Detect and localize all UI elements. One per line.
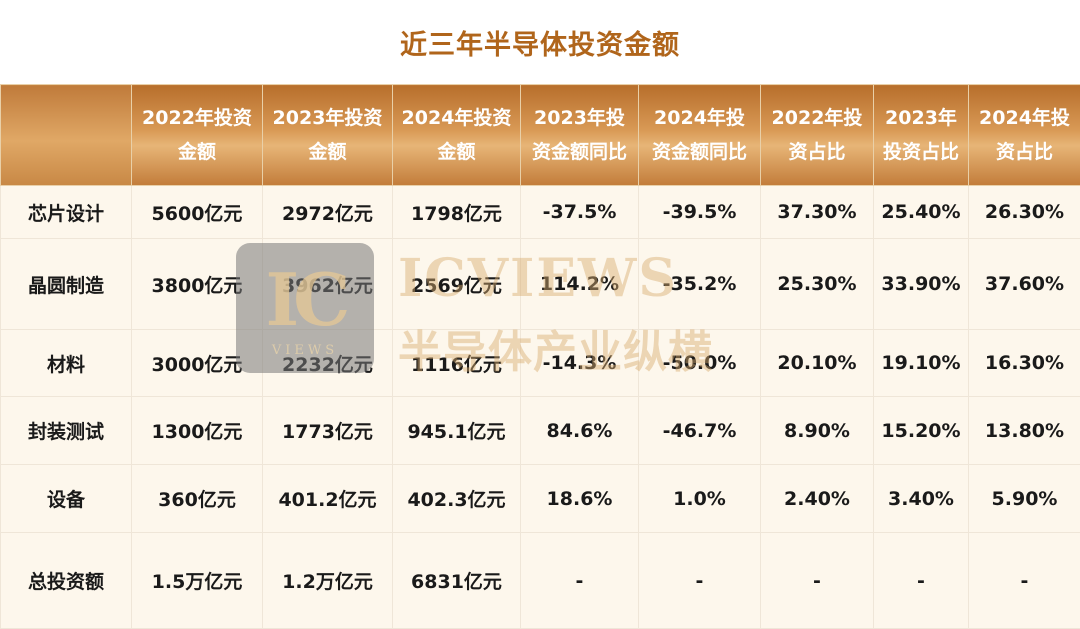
table-cell: 3962亿元 xyxy=(263,239,393,330)
table-cell: 20.10% xyxy=(761,330,874,397)
column-header-line: 2024年投资 xyxy=(402,107,512,129)
table-cell: 1798亿元 xyxy=(393,186,521,239)
table-cell: -37.5% xyxy=(521,186,639,239)
column-header-line: 金额 xyxy=(437,141,475,163)
column-header-line: 金额 xyxy=(308,141,346,163)
row-label: 设备 xyxy=(1,465,132,533)
table-cell: 6831亿元 xyxy=(393,533,521,629)
table-cell: 5600亿元 xyxy=(132,186,263,239)
column-header-line: 2023年 xyxy=(885,107,957,129)
header-corner xyxy=(1,85,132,186)
column-header: 2024年投资金额同比 xyxy=(639,85,761,186)
table-cell: 114.2% xyxy=(521,239,639,330)
table-cell: 1773亿元 xyxy=(263,397,393,465)
table-cell: 945.1亿元 xyxy=(393,397,521,465)
table-cell: 1.5万亿元 xyxy=(132,533,263,629)
column-header: 2022年投资占比 xyxy=(761,85,874,186)
column-header-line: 资金额同比 xyxy=(532,141,627,163)
table-cell: - xyxy=(521,533,639,629)
column-header-line: 资占比 xyxy=(996,141,1053,163)
table-cell: 2232亿元 xyxy=(263,330,393,397)
table-cell: -35.2% xyxy=(639,239,761,330)
column-header: 2023年投资金额同比 xyxy=(521,85,639,186)
table-cell: 1.2万亿元 xyxy=(263,533,393,629)
table-cell: - xyxy=(639,533,761,629)
column-header-line: 2022年投 xyxy=(772,107,863,129)
table-cell: 2569亿元 xyxy=(393,239,521,330)
table-cell: 2.40% xyxy=(761,465,874,533)
table-cell: - xyxy=(874,533,969,629)
column-header-line: 2023年投资 xyxy=(273,107,383,129)
table-cell: -50.0% xyxy=(639,330,761,397)
table-cell: 19.10% xyxy=(874,330,969,397)
table-cell: 2972亿元 xyxy=(263,186,393,239)
table-cell: 25.30% xyxy=(761,239,874,330)
table-cell: - xyxy=(761,533,874,629)
column-header-line: 资金额同比 xyxy=(652,141,747,163)
table-cell: -39.5% xyxy=(639,186,761,239)
table-cell: 8.90% xyxy=(761,397,874,465)
table-cell: 3.40% xyxy=(874,465,969,533)
table-cell: 15.20% xyxy=(874,397,969,465)
table-cell: 1.0% xyxy=(639,465,761,533)
column-header-line: 投资占比 xyxy=(883,141,959,163)
table-cell: 26.30% xyxy=(969,186,1080,239)
table-cell: 37.60% xyxy=(969,239,1080,330)
column-header: 2024年投资金额 xyxy=(393,85,521,186)
table-cell: 16.30% xyxy=(969,330,1080,397)
row-label: 总投资额 xyxy=(1,533,132,629)
table-cell: 1300亿元 xyxy=(132,397,263,465)
table-cell: 402.3亿元 xyxy=(393,465,521,533)
table-cell: 13.80% xyxy=(969,397,1080,465)
column-header-line: 2022年投资 xyxy=(142,107,252,129)
row-label: 晶圆制造 xyxy=(1,239,132,330)
column-header: 2023年投资金额 xyxy=(263,85,393,186)
row-label: 芯片设计 xyxy=(1,186,132,239)
table-cell: 18.6% xyxy=(521,465,639,533)
title-bar: 近三年半导体投资金额 xyxy=(0,0,1080,84)
column-header-line: 2024年投 xyxy=(979,107,1070,129)
column-header: 2024年投资占比 xyxy=(969,85,1080,186)
table-cell: -14.3% xyxy=(521,330,639,397)
table-cell: 360亿元 xyxy=(132,465,263,533)
row-label: 材料 xyxy=(1,330,132,397)
column-header-line: 2024年投 xyxy=(654,107,745,129)
table-cell: 33.90% xyxy=(874,239,969,330)
table-cell: -46.7% xyxy=(639,397,761,465)
column-header-line: 2023年投 xyxy=(534,107,625,129)
table-cell: 25.40% xyxy=(874,186,969,239)
table-cell: - xyxy=(969,533,1080,629)
table-title: 近三年半导体投资金额 xyxy=(400,23,680,62)
row-label: 封装测试 xyxy=(1,397,132,465)
table-cell: 3800亿元 xyxy=(132,239,263,330)
column-header: 2023年投资占比 xyxy=(874,85,969,186)
column-header-line: 金额 xyxy=(178,141,216,163)
table-cell: 37.30% xyxy=(761,186,874,239)
column-header: 2022年投资金额 xyxy=(132,85,263,186)
table-cell: 401.2亿元 xyxy=(263,465,393,533)
table-cell: 84.6% xyxy=(521,397,639,465)
table-cell: 1116亿元 xyxy=(393,330,521,397)
column-header-line: 资占比 xyxy=(788,141,845,163)
table-cell: 3000亿元 xyxy=(132,330,263,397)
table-cell: 5.90% xyxy=(969,465,1080,533)
